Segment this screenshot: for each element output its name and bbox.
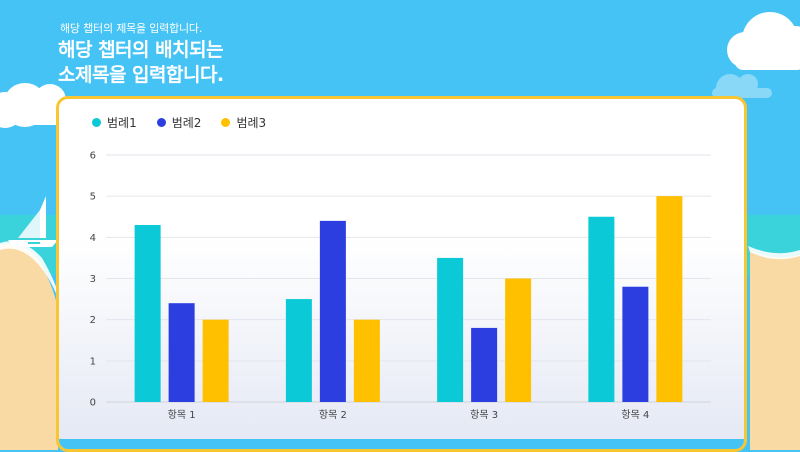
y-tick-label: 5: [90, 192, 96, 203]
card-bottom-bar: [59, 439, 744, 449]
bar: [505, 278, 532, 402]
sand-right: [750, 250, 800, 450]
legend-label-1: 범례1: [107, 116, 137, 130]
x-tick-label: 항목 2: [319, 409, 347, 421]
bar: [437, 257, 464, 402]
bar: [588, 216, 615, 402]
cloud-top-left: [0, 83, 66, 128]
x-tick-label: 항목 1: [168, 409, 196, 421]
bar: [353, 319, 380, 402]
chart-legend: 범례1 범례2 범례3: [92, 114, 266, 131]
y-tick-label: 0: [90, 398, 96, 409]
cloud-top-right: [727, 12, 800, 70]
y-tick-label: 1: [90, 356, 96, 367]
bar: [168, 303, 195, 402]
chapter-subtitle: 해당 챕터의 제목을 입력합니다.: [60, 22, 203, 35]
bar: [622, 286, 649, 402]
cloud-small-right: [712, 74, 772, 102]
bar: [285, 299, 312, 402]
bar: [319, 220, 346, 402]
x-tick-label: 항목 3: [470, 409, 498, 421]
legend-swatch-2: [156, 118, 166, 127]
chart-card: 범례1 범례2 범례3 0 1 2 3 4 5 6 항목 1 항목 2 항목 3 항목 4: [56, 96, 747, 452]
legend-swatch-3: [221, 118, 231, 127]
bar: [471, 327, 498, 402]
y-tick-label: 2: [90, 315, 96, 326]
bar: [134, 224, 161, 402]
sand-left: [0, 244, 58, 450]
legend-swatch-1: [92, 118, 101, 127]
legend-item-3: 범례3: [221, 114, 266, 131]
y-tick-label: 3: [90, 274, 96, 285]
chapter-title-line-1: 해당 챕터의 배치되는: [58, 39, 224, 61]
y-tick-label: 4: [90, 233, 96, 244]
bar: [656, 196, 683, 402]
y-tick-label: 6: [90, 151, 96, 162]
chapter-title-line-2: 소제목을 입력합니다.: [58, 64, 224, 86]
sailboat-icon: [8, 196, 58, 247]
legend-label-2: 범례2: [171, 116, 202, 130]
bar-chart: 0 1 2 3 4 5 6 항목 1 항목 2 항목 3 항목 4: [90, 151, 711, 421]
legend-item-2: 범례2: [156, 114, 202, 131]
legend-item-1: 범례1: [92, 114, 137, 131]
chapter-title: 해당 챕터의 배치되는 소제목을 입력합니다.: [58, 38, 224, 88]
x-tick-label: 항목 4: [621, 409, 649, 421]
legend-label-3: 범례3: [236, 116, 267, 130]
bar: [202, 319, 229, 402]
